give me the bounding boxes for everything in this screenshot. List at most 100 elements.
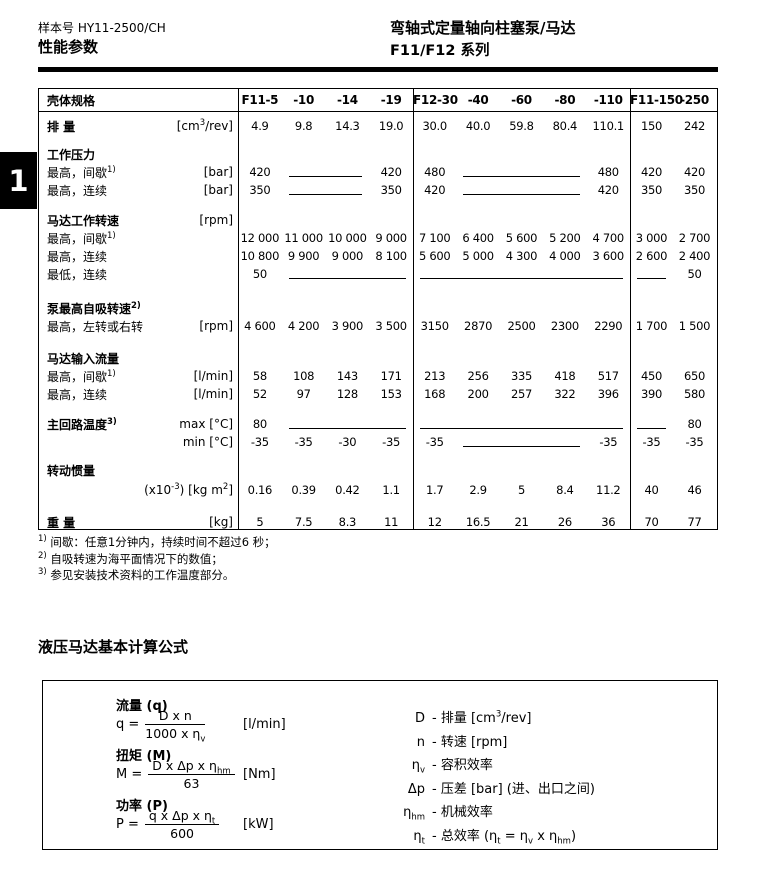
- row-label: 工作压力: [47, 147, 96, 162]
- table-cell: -35: [425, 435, 444, 449]
- table-cell: 14.3: [335, 119, 360, 133]
- legend-description: - 容积效率: [432, 758, 493, 773]
- table-group-1: 213 256 335 418 517: [413, 367, 630, 385]
- table-cell: 4.9: [251, 119, 269, 133]
- table-group-0: 0.16 0.39 0.42 1.1: [238, 481, 413, 499]
- table-cell: 2 700: [678, 231, 711, 245]
- row-label-cell: 壳体规格: [39, 92, 238, 109]
- row-label-cell: (x10-3) [kg m2]: [39, 483, 238, 497]
- table-cell: 450: [640, 369, 663, 383]
- table-cell: 19.0: [378, 119, 404, 133]
- table-cell: 3150: [420, 319, 449, 333]
- table-divider: [630, 89, 631, 529]
- table-group-1: [413, 349, 630, 367]
- table-cell: 2 600: [635, 249, 668, 263]
- table-cell: 30.0: [422, 119, 447, 133]
- table-cell: 110.1: [592, 119, 625, 133]
- table-group-2: 450 650: [630, 367, 716, 385]
- row-label-cell: 马达工作转速 [rpm]: [39, 212, 238, 229]
- table-cell: 10 000: [328, 231, 367, 245]
- table-cell: -35: [642, 435, 661, 449]
- table-cell: 171: [380, 369, 402, 383]
- table-cell: 480: [597, 165, 619, 179]
- table-cell: 5 600: [505, 231, 538, 245]
- table-group-0: [238, 299, 413, 317]
- table-group-0: [238, 211, 413, 229]
- table-cell: 9 000: [331, 249, 364, 263]
- table-cell: 420: [249, 165, 271, 179]
- row-unit: (x10-3) [kg m2]: [144, 482, 233, 497]
- formula-torque: 扭矩 (M) M = D x Δp x ηhm 63 [Nm]: [116, 745, 383, 791]
- value-span-line: [288, 277, 406, 279]
- table-cell: 256: [467, 369, 489, 383]
- formula-list: 流量 (q) q = D x n 1000 x ηv [l/min] 扭矩 (M) M = D…: [43, 681, 383, 849]
- table-group-1: 30.0 40.0 59.8 80.4 110.1: [413, 117, 630, 135]
- table-cell: 10 800: [240, 249, 280, 263]
- table-group-0: [238, 349, 413, 367]
- table-group-0: -35 -35 -30 -35: [238, 433, 413, 451]
- legend-symbol: n: [416, 734, 425, 750]
- table-cell: 2300: [550, 319, 579, 333]
- formula-numerator: D x Δp x ηhm: [148, 758, 235, 775]
- table-cell: 16.5: [465, 515, 491, 529]
- table-cell: 59.8: [509, 119, 534, 133]
- table-group-0: [238, 145, 413, 163]
- table-row: 最高，连续 [bar] 350 350 420 420 350 350: [39, 181, 717, 199]
- table-cell: 3 900: [331, 319, 364, 333]
- table-cell: 1.7: [426, 483, 444, 497]
- table-group-1: 12 16.5 21 26 36: [413, 513, 630, 529]
- table-cell: 350: [249, 183, 271, 197]
- table-cell: 7 100: [418, 231, 451, 245]
- table-row: 泵最高自吸转速2): [39, 299, 717, 317]
- table-cell: -80: [554, 93, 576, 107]
- value-span-line: [463, 175, 580, 177]
- formula-lhs: q =: [116, 716, 140, 732]
- table-row: 工作压力: [39, 145, 717, 163]
- row-label-cell: 排 量 [cm3/rev]: [39, 118, 238, 135]
- table-group-2: F11-150 -250: [630, 89, 716, 111]
- legend-description: - 总效率 (ηt = ηv x ηhm): [432, 828, 577, 847]
- table-cell: 0.42: [335, 483, 360, 497]
- table-group-0: 350 350: [238, 181, 413, 199]
- formula-legend: D - 排量 [cm3/rev] n - 转速 [rpm] ηv - 容积效率 Δp - 压差…: [383, 681, 717, 849]
- table-cell: 3 500: [375, 319, 407, 333]
- table-row: 马达输入流量: [39, 349, 717, 367]
- row-unit: [l/min]: [193, 369, 233, 383]
- row-label: 最高，连续: [47, 249, 108, 264]
- section-tab: 1: [0, 152, 37, 209]
- table-cell: F12-30: [413, 93, 458, 107]
- row-label-cell: 工作压力: [39, 146, 238, 163]
- row-label: 马达工作转速: [47, 213, 120, 228]
- table-row: 马达工作转速 [rpm]: [39, 211, 717, 229]
- table-cell: 7.5: [294, 515, 313, 529]
- row-label: 最高，连续: [47, 387, 108, 402]
- table-cell: 77: [687, 515, 702, 529]
- row-label: 转动惯量: [47, 463, 96, 478]
- value-span-line: [637, 427, 666, 429]
- table-cell: 335: [510, 369, 532, 383]
- row-unit: [rpm]: [199, 319, 233, 333]
- table-cell: 108: [293, 369, 315, 383]
- row-label-cell: 马达输入流量: [39, 350, 238, 367]
- table-cell: 396: [597, 387, 619, 401]
- row-label: 最高，间歇1): [47, 230, 116, 246]
- table-cell: 3 600: [592, 249, 625, 263]
- table-cell: 5 600: [418, 249, 451, 263]
- page-title: 性能参数: [38, 38, 99, 56]
- table-group-1: -35 -35: [413, 433, 630, 451]
- formula-fraction: D x Δp x ηhm 63: [148, 758, 235, 791]
- table-group-0: 80: [238, 415, 413, 433]
- value-span-line: [463, 445, 580, 447]
- table-cell: F11-150: [630, 93, 683, 107]
- table-cell: -35: [685, 435, 704, 449]
- legend-row: ηv - 容积效率: [383, 754, 717, 778]
- table-cell: 12: [427, 515, 442, 529]
- table-group-2: 350 350: [630, 181, 716, 199]
- table-group-1: F12-30 -40 -60 -80 -110: [413, 89, 630, 111]
- legend-row: ηt - 总效率 (ηt = ηv x ηhm): [383, 825, 717, 849]
- table-cell: 52: [252, 387, 267, 401]
- formula-equation: M = D x Δp x ηhm 63 [Nm]: [116, 758, 383, 791]
- legend-description: - 压差 [bar] (进、出口之间): [432, 781, 595, 797]
- value-span-line: [420, 427, 623, 429]
- table-cell: 0.39: [291, 483, 316, 497]
